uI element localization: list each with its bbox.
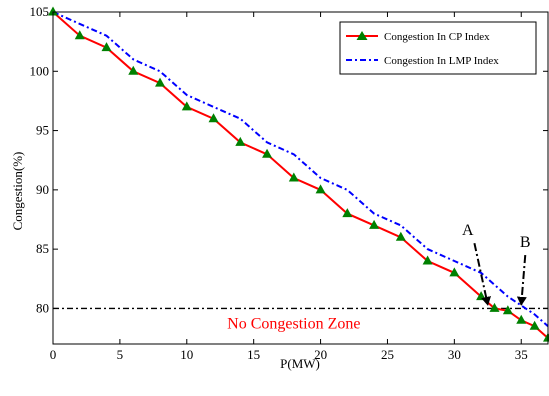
series-line-cp [52, 11, 549, 339]
legend-marker-cp [356, 31, 368, 40]
cp-point-marker [208, 113, 219, 123]
x-tick-label: 20 [314, 347, 327, 362]
x-tick-label: 30 [448, 347, 461, 362]
cp-point-marker [315, 184, 326, 194]
x-axis-label: P(MW) [280, 356, 320, 371]
y-tick-label: 105 [30, 4, 50, 19]
cp-point-marker [288, 172, 299, 182]
cp-point-marker [48, 6, 58, 16]
cp-point-marker [529, 320, 540, 330]
cp-point-marker [262, 148, 273, 158]
y-tick-label: 80 [36, 300, 49, 315]
x-tick-label: 25 [381, 347, 394, 362]
cp-point-marker [395, 231, 406, 241]
annotation-b-label: B [520, 234, 531, 251]
plot-frame [52, 11, 549, 345]
cp-point-marker [74, 30, 85, 40]
cp-point-marker [128, 65, 139, 75]
no-congestion-zone-label: No Congestion Zone [227, 316, 360, 333]
cp-point-marker [422, 255, 433, 265]
y-tick-label: 90 [36, 182, 49, 197]
annotation-arrow-b [516, 254, 527, 306]
cp-point-marker [101, 42, 112, 52]
cp-point-marker [449, 267, 460, 277]
y-tick-label: 95 [36, 123, 49, 138]
cp-point-marker [502, 305, 513, 315]
legend-label-cp: Congestion In CP Index [384, 31, 490, 43]
x-tick-label: 35 [515, 347, 528, 362]
cp-point-marker [235, 136, 246, 146]
annotation-a-label: A [462, 222, 474, 239]
cp-point-marker [181, 101, 192, 111]
annotation-arrow-a [473, 243, 491, 306]
cp-point-marker [369, 219, 380, 229]
legend-label-lmp: Congestion In LMP Index [384, 55, 499, 67]
cp-point-marker [155, 77, 166, 87]
legend-box [339, 21, 537, 75]
y-tick-label: 100 [30, 63, 50, 78]
cp-point-marker [342, 208, 353, 218]
legend: Congestion In CP Index Congestion In LMP… [339, 21, 537, 75]
x-tick-label: 5 [117, 347, 124, 362]
cp-point-marker [516, 314, 527, 324]
y-axis-label: Congestion(%) [10, 152, 25, 231]
cp-point-marker [489, 302, 500, 312]
x-tick-label: 10 [180, 347, 193, 362]
x-tick-label: 15 [247, 347, 260, 362]
series-line-lmp [52, 11, 549, 327]
y-tick-label: 85 [36, 241, 49, 256]
x-tick-label: 0 [50, 347, 57, 362]
